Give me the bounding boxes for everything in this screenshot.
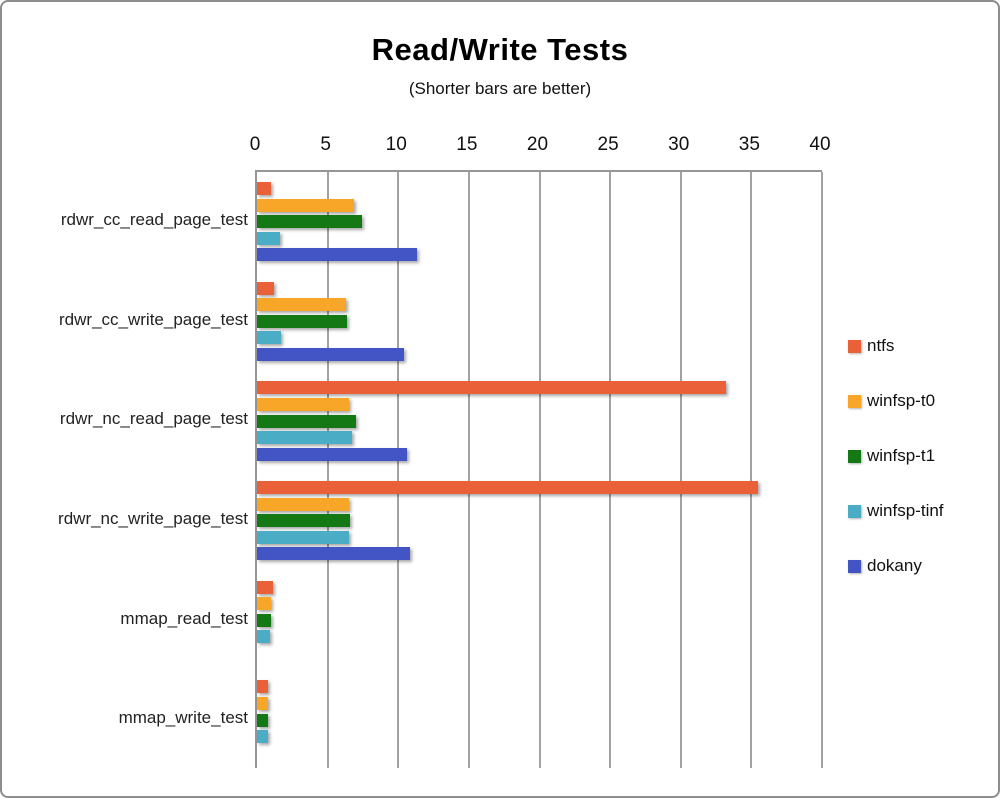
legend-label-winfsp-t1: winfsp-t1 <box>867 446 936 465</box>
category-label-rdwr_nc_write_page_test: rdwr_nc_write_page_test <box>58 508 248 528</box>
bar-winfsp-t1-mmap_write_test <box>257 713 269 727</box>
gridline-x-40 <box>821 172 823 768</box>
bar-winfsp-tinf-rdwr_cc_write_page_test <box>257 331 281 345</box>
bar-winfsp-t0-rdwr_cc_read_page_test <box>257 198 355 212</box>
bar-dokany-rdwr_nc_write_page_test <box>257 547 410 561</box>
gridline-x-30 <box>679 172 682 768</box>
bar-ntfs-mmap_write_test <box>257 680 269 694</box>
legend-swatch-ntfs <box>848 339 861 353</box>
x-tick-label-30: 30 <box>668 134 690 155</box>
legend-label-ntfs: ntfs <box>867 336 895 355</box>
bar-winfsp-t1-rdwr_nc_write_page_test <box>257 514 351 528</box>
bar-winfsp-t0-rdwr_cc_write_page_test <box>257 298 346 312</box>
x-tick-label-15: 15 <box>456 134 478 155</box>
legend-label-dokany: dokany <box>867 556 922 575</box>
bar-ntfs-rdwr_nc_read_page_test <box>257 381 726 395</box>
bar-winfsp-t1-rdwr_cc_read_page_test <box>257 215 362 229</box>
gridline-x-35 <box>750 172 753 768</box>
bar-winfsp-t0-rdwr_nc_write_page_test <box>257 497 349 511</box>
gridline-x-20 <box>538 172 541 768</box>
bar-winfsp-tinf-rdwr_nc_read_page_test <box>257 431 352 445</box>
x-tick-label-20: 20 <box>526 134 549 155</box>
category-label-mmap_write_test: mmap_write_test <box>118 708 248 728</box>
bar-winfsp-t0-mmap_read_test <box>257 597 272 611</box>
bar-winfsp-t0-rdwr_nc_read_page_test <box>257 397 349 411</box>
bar-winfsp-t1-rdwr_cc_write_page_test <box>257 314 348 328</box>
legend-entry-winfsp-t0: winfsp-t0 <box>848 391 935 411</box>
legend-entry-dokany: dokany <box>848 556 922 576</box>
legend-swatch-dokany <box>848 559 861 573</box>
bar-winfsp-t0-mmap_write_test <box>257 696 269 710</box>
gridline-x-5 <box>326 172 329 768</box>
chart-subtitle: (Shorter bars are better) <box>408 79 592 98</box>
bar-winfsp-t1-mmap_read_test <box>257 613 272 627</box>
x-tick-label-10: 10 <box>385 134 407 155</box>
gridline-x-15 <box>467 172 470 768</box>
legend-swatch-winfsp-tinf <box>848 504 861 518</box>
category-label-mmap_read_test: mmap_read_test <box>120 608 248 628</box>
x-tick-label-5: 5 <box>320 134 331 155</box>
legend-label-winfsp-tinf: winfsp-tinf <box>867 501 944 520</box>
x-tick-label-0: 0 <box>249 134 261 155</box>
bar-winfsp-tinf-rdwr_cc_read_page_test <box>257 231 280 245</box>
legend-swatch-winfsp-t0 <box>848 394 861 408</box>
bar-ntfs-rdwr_cc_write_page_test <box>257 281 274 295</box>
bar-dokany-rdwr_cc_write_page_test <box>257 348 404 362</box>
category-label-rdwr_cc_read_page_test: rdwr_cc_read_page_test <box>60 209 248 229</box>
bar-winfsp-tinf-mmap_write_test <box>257 730 269 744</box>
chart-title: Read/Write Tests <box>371 32 629 67</box>
bar-dokany-rdwr_cc_read_page_test <box>257 248 417 262</box>
bar-winfsp-tinf-rdwr_nc_write_page_test <box>257 530 349 544</box>
x-tick-label-35: 35 <box>738 134 760 155</box>
bar-dokany-rdwr_nc_read_page_test <box>257 447 407 461</box>
category-label-rdwr_cc_write_page_test: rdwr_cc_write_page_test <box>59 309 248 329</box>
bar-ntfs-rdwr_nc_write_page_test <box>257 481 759 494</box>
legend-entry-winfsp-tinf: winfsp-tinf <box>848 501 944 521</box>
x-tick-label-25: 25 <box>597 134 619 155</box>
bar-winfsp-t1-rdwr_nc_read_page_test <box>257 414 356 428</box>
gridline-x-25 <box>609 172 612 768</box>
gridline-x-10 <box>397 172 400 768</box>
legend-label-winfsp-t0: winfsp-t0 <box>867 391 936 410</box>
plot-area <box>255 170 823 768</box>
legend-swatch-winfsp-t1 <box>848 449 861 463</box>
category-label-rdwr_nc_read_page_test: rdwr_nc_read_page_test <box>59 409 248 429</box>
bar-winfsp-tinf-mmap_read_test <box>257 630 270 644</box>
legend-entry-winfsp-t1: winfsp-t1 <box>848 446 935 466</box>
bar-ntfs-mmap_read_test <box>257 580 273 594</box>
x-tick-label-40: 40 <box>809 134 831 155</box>
legend-entry-ntfs: ntfs <box>848 336 894 356</box>
bar-ntfs-rdwr_cc_read_page_test <box>257 182 272 195</box>
